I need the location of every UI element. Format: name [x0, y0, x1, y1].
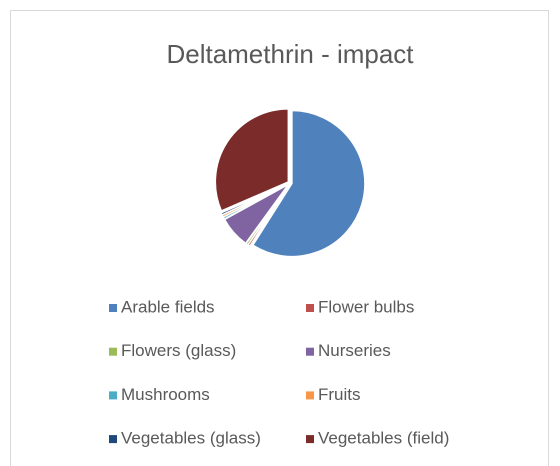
- legend-marker: [306, 435, 314, 444]
- legend-label: Flowers (glass): [121, 341, 236, 360]
- legend-marker: [109, 304, 117, 312]
- legend-label: Fruits: [318, 385, 361, 404]
- legend-label: Arable fields: [121, 297, 215, 316]
- legend-marker: [109, 347, 117, 356]
- legend-label: Flower bulbs: [318, 297, 414, 316]
- legend-label: Mushrooms: [121, 385, 210, 404]
- legend-marker: [306, 391, 314, 400]
- pie-slice: [220, 183, 289, 216]
- legend-label: Vegetables (glass): [121, 429, 261, 448]
- chart-title: Deltamethrin - impact: [166, 39, 414, 69]
- pie-slice: [214, 108, 290, 212]
- legend-marker: [306, 347, 314, 356]
- legend-marker: [306, 304, 314, 312]
- legend-label: Vegetables (field): [318, 429, 449, 448]
- legend-marker: [109, 435, 117, 444]
- legend-marker: [109, 391, 117, 400]
- legend-label: Nurseries: [318, 341, 391, 360]
- pie-slice: [251, 109, 366, 258]
